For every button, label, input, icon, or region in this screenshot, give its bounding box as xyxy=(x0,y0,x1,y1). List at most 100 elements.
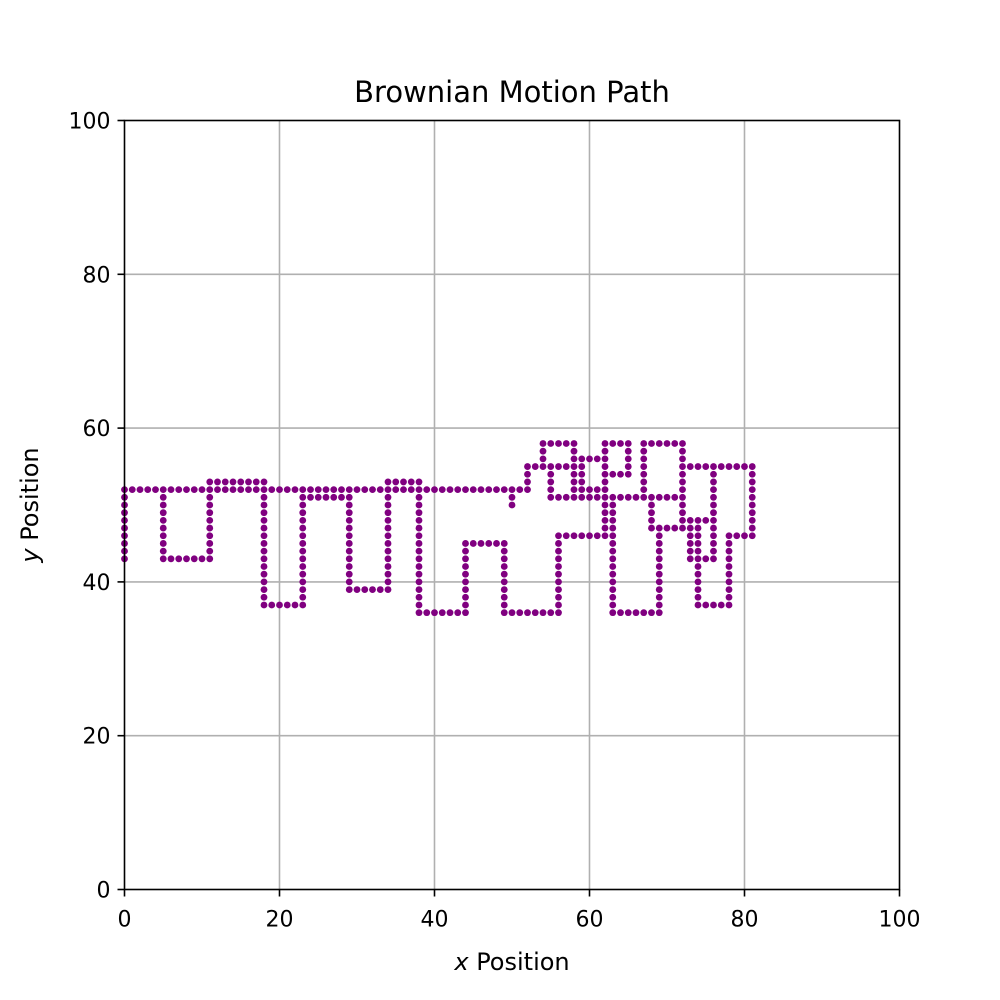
walk-point xyxy=(640,455,648,463)
walk-point xyxy=(376,486,384,494)
x-tick-label: 20 xyxy=(266,908,294,933)
walk-point xyxy=(291,486,299,494)
walk-point xyxy=(462,601,469,609)
walk-point xyxy=(384,493,392,501)
walk-point xyxy=(702,463,710,470)
walk-point xyxy=(694,586,702,593)
walk-point xyxy=(252,486,260,494)
walk-point xyxy=(369,486,376,494)
walk-point xyxy=(710,555,717,563)
walk-point xyxy=(624,455,632,463)
walk-point xyxy=(299,555,307,563)
walk-point xyxy=(710,601,717,609)
walk-point xyxy=(198,486,206,494)
walk-point xyxy=(500,486,508,494)
walk-point xyxy=(748,486,756,494)
walk-point xyxy=(500,593,508,601)
y-tick-label: 40 xyxy=(83,571,111,596)
walk-point xyxy=(183,486,190,494)
x-tick-label: 60 xyxy=(576,908,604,933)
walk-point xyxy=(725,547,733,555)
walk-point xyxy=(555,563,562,570)
walk-point xyxy=(260,563,268,570)
walk-point xyxy=(725,463,733,470)
walk-point xyxy=(570,470,578,478)
walk-point xyxy=(446,486,454,494)
walk-point xyxy=(655,570,663,578)
walk-point xyxy=(291,601,299,609)
walk-point xyxy=(415,478,423,486)
walk-point xyxy=(500,570,508,578)
walk-point xyxy=(508,609,516,617)
ticks: 0 20 40 60 80 100 0 20 40 60 80 100 xyxy=(69,110,921,933)
walk-point xyxy=(733,532,741,540)
walk-point xyxy=(283,601,291,609)
walk-point xyxy=(725,570,733,578)
walk-point xyxy=(198,555,206,563)
walk-point xyxy=(741,463,748,470)
walk-point xyxy=(555,547,562,555)
walk-point xyxy=(353,586,361,593)
scatter-points xyxy=(121,440,756,617)
walk-point xyxy=(609,555,617,563)
walk-point xyxy=(655,524,663,532)
walk-point xyxy=(446,609,454,617)
walk-point xyxy=(640,470,648,478)
walk-point xyxy=(524,463,531,470)
walk-point xyxy=(748,524,756,532)
walk-point xyxy=(415,593,423,601)
walk-point xyxy=(601,516,609,524)
walk-point xyxy=(725,563,733,570)
walk-point xyxy=(655,440,663,447)
walk-point xyxy=(640,440,648,447)
walk-point xyxy=(655,586,663,593)
walk-point xyxy=(462,609,469,617)
walk-point xyxy=(260,593,268,601)
y-axis-variable: y xyxy=(16,548,44,564)
walk-point xyxy=(648,524,655,532)
walk-point xyxy=(415,524,423,532)
walk-point xyxy=(345,493,353,501)
walk-point xyxy=(624,463,632,470)
walk-point xyxy=(539,447,547,455)
walk-point xyxy=(462,593,469,601)
walk-point xyxy=(694,540,702,547)
walk-point xyxy=(268,486,276,494)
walk-point xyxy=(617,470,624,478)
walk-point xyxy=(547,440,555,447)
walk-point xyxy=(694,563,702,570)
walk-point xyxy=(299,601,307,609)
walk-point xyxy=(601,447,609,455)
walk-point xyxy=(748,478,756,486)
walk-point xyxy=(214,486,221,494)
walk-point xyxy=(500,563,508,570)
walk-point xyxy=(415,493,423,501)
walk-point xyxy=(539,463,547,470)
walk-point xyxy=(330,486,338,494)
walk-point xyxy=(655,547,663,555)
walk-point xyxy=(601,493,609,501)
walk-point xyxy=(632,609,640,617)
walk-point xyxy=(694,547,702,555)
walk-point xyxy=(462,586,469,593)
walk-point xyxy=(307,493,314,501)
walk-point xyxy=(748,463,756,470)
walk-point xyxy=(725,601,733,609)
walk-point xyxy=(516,486,524,494)
walk-point xyxy=(500,609,508,617)
walk-point xyxy=(415,501,423,509)
walk-point xyxy=(655,578,663,586)
walk-point xyxy=(648,501,655,509)
walk-point xyxy=(531,463,539,470)
walk-point xyxy=(260,493,268,501)
walk-point xyxy=(694,532,702,540)
walk-point xyxy=(671,493,679,501)
walk-point xyxy=(748,516,756,524)
walk-point xyxy=(384,540,392,547)
walk-point xyxy=(562,440,570,447)
walk-point xyxy=(679,516,686,524)
walk-point xyxy=(384,563,392,570)
walk-point xyxy=(725,593,733,601)
walk-point xyxy=(384,532,392,540)
